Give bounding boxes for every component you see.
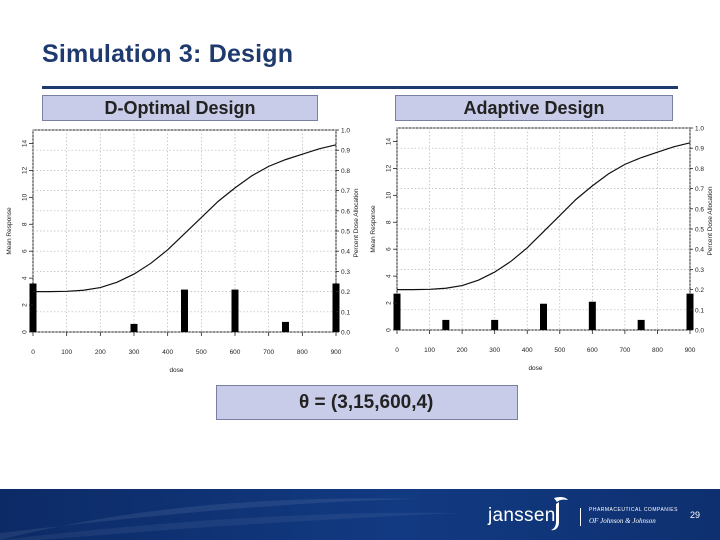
y2-axis-label: Percent Dose Allocation xyxy=(707,186,714,255)
y2-tick-label: 1.0 xyxy=(695,126,704,133)
y2-tick-label: 0.1 xyxy=(695,307,704,314)
y-tick-label: 12 xyxy=(386,164,393,172)
mean-response-curve xyxy=(33,144,337,293)
plot-frame xyxy=(396,127,691,331)
y-tick-label: 2 xyxy=(22,303,29,307)
x-tick-label: 900 xyxy=(685,347,696,354)
x-tick-label: 400 xyxy=(162,349,173,356)
y-tick-label: 6 xyxy=(22,249,29,253)
y2-tick-label: 0.7 xyxy=(695,186,704,193)
y-tick-label: 4 xyxy=(22,276,29,280)
allocation-bar xyxy=(181,289,188,332)
allocation-bar xyxy=(332,283,340,332)
allocation-bar xyxy=(686,293,694,330)
y-tick-label: 6 xyxy=(386,247,393,251)
x-tick-label: 100 xyxy=(61,349,72,356)
y-tick-label: 8 xyxy=(22,222,29,226)
brand-subtitle-1: PHARMACEUTICAL COMPANIES xyxy=(589,507,678,513)
y2-tick-label: 0.4 xyxy=(695,247,704,254)
y-tick-label: 10 xyxy=(22,193,29,201)
footer-swoosh xyxy=(0,498,460,540)
allocation-bar xyxy=(491,319,499,330)
slide-title: Simulation 3: Design xyxy=(42,40,294,68)
x-tick-label: 900 xyxy=(331,349,342,356)
mean-response-curve xyxy=(397,142,691,291)
x-tick-label: 800 xyxy=(297,349,308,356)
y-tick-label: 14 xyxy=(22,139,29,147)
x-tick-label: 300 xyxy=(129,349,140,356)
y2-tick-label: 0.6 xyxy=(695,206,704,213)
y2-tick-label: 0.2 xyxy=(341,289,350,296)
x-axis-label: dose xyxy=(528,365,542,372)
y-tick-label: 0 xyxy=(22,330,29,334)
allocation-bar xyxy=(442,319,450,330)
allocation-bar xyxy=(29,283,37,332)
y2-tick-label: 0.3 xyxy=(695,267,704,274)
allocation-bar xyxy=(393,293,401,330)
left-panel-label: D-Optimal Design xyxy=(42,95,318,121)
footer-bar xyxy=(0,489,720,540)
y2-tick-label: 0.2 xyxy=(695,287,704,294)
y2-tick-label: 0.5 xyxy=(341,229,350,236)
y2-tick-label: 0.9 xyxy=(695,146,704,153)
x-tick-label: 500 xyxy=(554,347,565,354)
y2-tick-label: 0.6 xyxy=(341,208,350,215)
x-tick-label: 400 xyxy=(522,347,533,354)
x-tick-label: 0 xyxy=(31,349,35,356)
theta-parameter-box: θ = (3,15,600,4) xyxy=(216,385,518,420)
y-tick-label: 14 xyxy=(386,137,393,145)
x-tick-label: 200 xyxy=(95,349,106,356)
janssen-logo-icon xyxy=(551,496,568,531)
y2-axis-label: Percent Dose Allocation xyxy=(353,188,360,257)
brand-subtitle-2: OF Johnson & Johnson xyxy=(589,517,656,525)
x-tick-label: 300 xyxy=(489,347,500,354)
y2-tick-label: 0.8 xyxy=(341,168,350,175)
y2-tick-label: 0.0 xyxy=(695,328,704,335)
brand-separator xyxy=(580,508,581,526)
x-axis-label: dose xyxy=(169,367,183,374)
y2-tick-label: 0.0 xyxy=(341,330,350,337)
allocation-bar xyxy=(282,321,289,332)
y2-tick-label: 0.7 xyxy=(341,188,350,195)
y2-tick-label: 0.9 xyxy=(341,148,350,155)
allocation-bar xyxy=(540,303,547,330)
right-panel-label: Adaptive Design xyxy=(395,95,673,121)
x-tick-label: 600 xyxy=(230,349,241,356)
y2-tick-label: 0.3 xyxy=(341,269,350,276)
y-tick-label: 4 xyxy=(386,274,393,278)
x-tick-label: 800 xyxy=(652,347,663,354)
y-tick-label: 2 xyxy=(386,301,393,305)
x-tick-label: 0 xyxy=(395,347,399,354)
y-tick-label: 10 xyxy=(386,191,393,199)
y2-tick-label: 1.0 xyxy=(341,128,350,135)
d-optimal-chart: 0 2 4 6 8 10 12 14 0.0 0.1 0.2 0.3 0.4 0.5 0.6 0.7 0.8 0.… xyxy=(6,128,360,375)
x-tick-label: 100 xyxy=(424,347,435,354)
allocation-bar xyxy=(637,319,645,330)
y2-tick-label: 0.1 xyxy=(341,309,350,316)
x-tick-label: 700 xyxy=(619,347,630,354)
y-tick-label: 8 xyxy=(386,220,393,224)
y2-tick-label: 0.8 xyxy=(695,166,704,173)
x-tick-label: 500 xyxy=(196,349,207,356)
adaptive-chart: 0 2 4 6 8 10 12 14 0.0 0.1 0.2 0.3 0.4 0.5 0.6 0.7 0.8 0.… xyxy=(370,126,714,373)
y-axis-label: Mean Response xyxy=(370,205,377,253)
y-tick-label: 12 xyxy=(22,166,29,174)
page-number: 29 xyxy=(690,510,701,520)
y-tick-label: 0 xyxy=(386,328,393,332)
x-tick-label: 200 xyxy=(457,347,468,354)
x-tick-label: 600 xyxy=(587,347,598,354)
y2-tick-label: 0.4 xyxy=(341,249,350,256)
x-tick-label: 700 xyxy=(263,349,274,356)
allocation-bar xyxy=(588,301,596,330)
allocation-bar xyxy=(231,289,239,332)
y-axis-label: Mean Response xyxy=(6,207,13,255)
title-rule xyxy=(42,86,678,89)
allocation-bar xyxy=(130,323,138,332)
brand-name: janssen xyxy=(488,505,556,526)
y2-tick-label: 0.5 xyxy=(695,227,704,234)
